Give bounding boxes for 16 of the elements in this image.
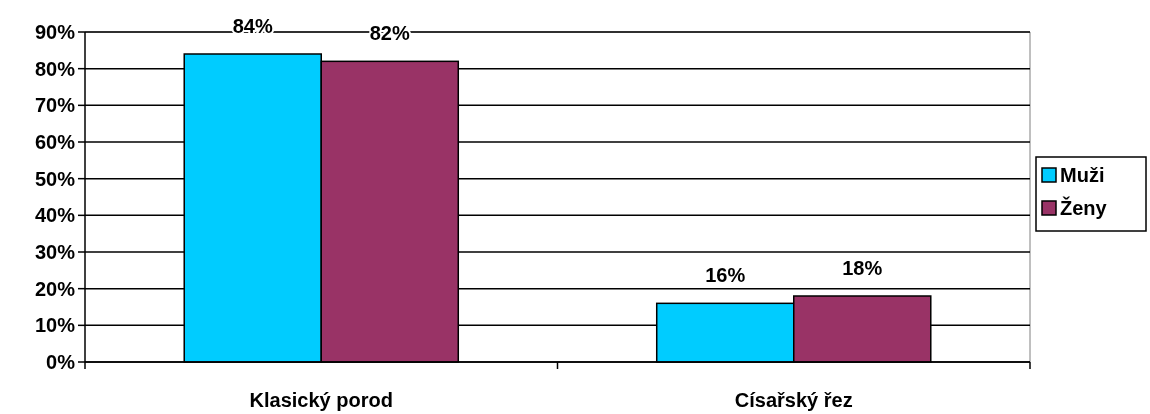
y-tick-label: 90% (34, 21, 76, 43)
legend-label: Ženy (1060, 196, 1108, 219)
y-tick-label: 70% (34, 94, 76, 117)
x-tick-label: Císařský řez (734, 389, 853, 411)
y-tick-label: 0% (46, 351, 76, 373)
data-label: 16% (705, 264, 746, 287)
y-tick-label: 10% (34, 314, 76, 337)
data-label: 18% (842, 257, 883, 279)
y-tick-label: 20% (34, 277, 76, 300)
legend-label: Muži (1060, 164, 1105, 186)
x-tick-label: Klasický porod (249, 389, 393, 411)
y-tick-label: 60% (34, 131, 76, 153)
y-tick-label: 40% (34, 204, 76, 227)
y-tick-label: 30% (34, 241, 76, 263)
y-tick-label: 80% (34, 57, 76, 80)
y-tick-label: 50% (34, 167, 76, 190)
